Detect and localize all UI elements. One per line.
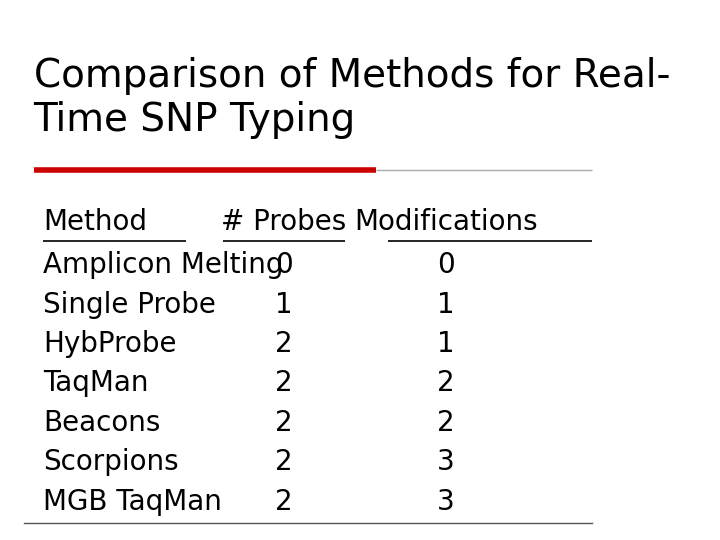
Text: 2: 2 [275,369,293,397]
Text: Scorpions: Scorpions [42,448,179,476]
Text: 2: 2 [275,488,293,516]
Text: 3: 3 [437,488,455,516]
Text: 1: 1 [437,330,455,358]
Text: Beacons: Beacons [42,409,160,437]
Text: # Probes: # Probes [222,208,346,236]
Text: 2: 2 [437,409,455,437]
Text: MGB TaqMan: MGB TaqMan [42,488,222,516]
Text: 3: 3 [437,448,455,476]
Text: 2: 2 [275,409,293,437]
Text: HybProbe: HybProbe [42,330,176,358]
Text: 2: 2 [275,330,293,358]
Text: 2: 2 [275,448,293,476]
Text: Comparison of Methods for Real-
Time SNP Typing: Comparison of Methods for Real- Time SNP… [34,57,670,139]
Text: 0: 0 [275,251,293,279]
Text: Method: Method [42,208,147,236]
Text: Amplicon Melting: Amplicon Melting [42,251,283,279]
Text: Modifications: Modifications [354,208,538,236]
Text: Single Probe: Single Probe [42,291,215,319]
Text: 1: 1 [437,291,455,319]
Text: 0: 0 [437,251,455,279]
Text: 1: 1 [275,291,293,319]
Text: TaqMan: TaqMan [42,369,148,397]
Text: 2: 2 [437,369,455,397]
